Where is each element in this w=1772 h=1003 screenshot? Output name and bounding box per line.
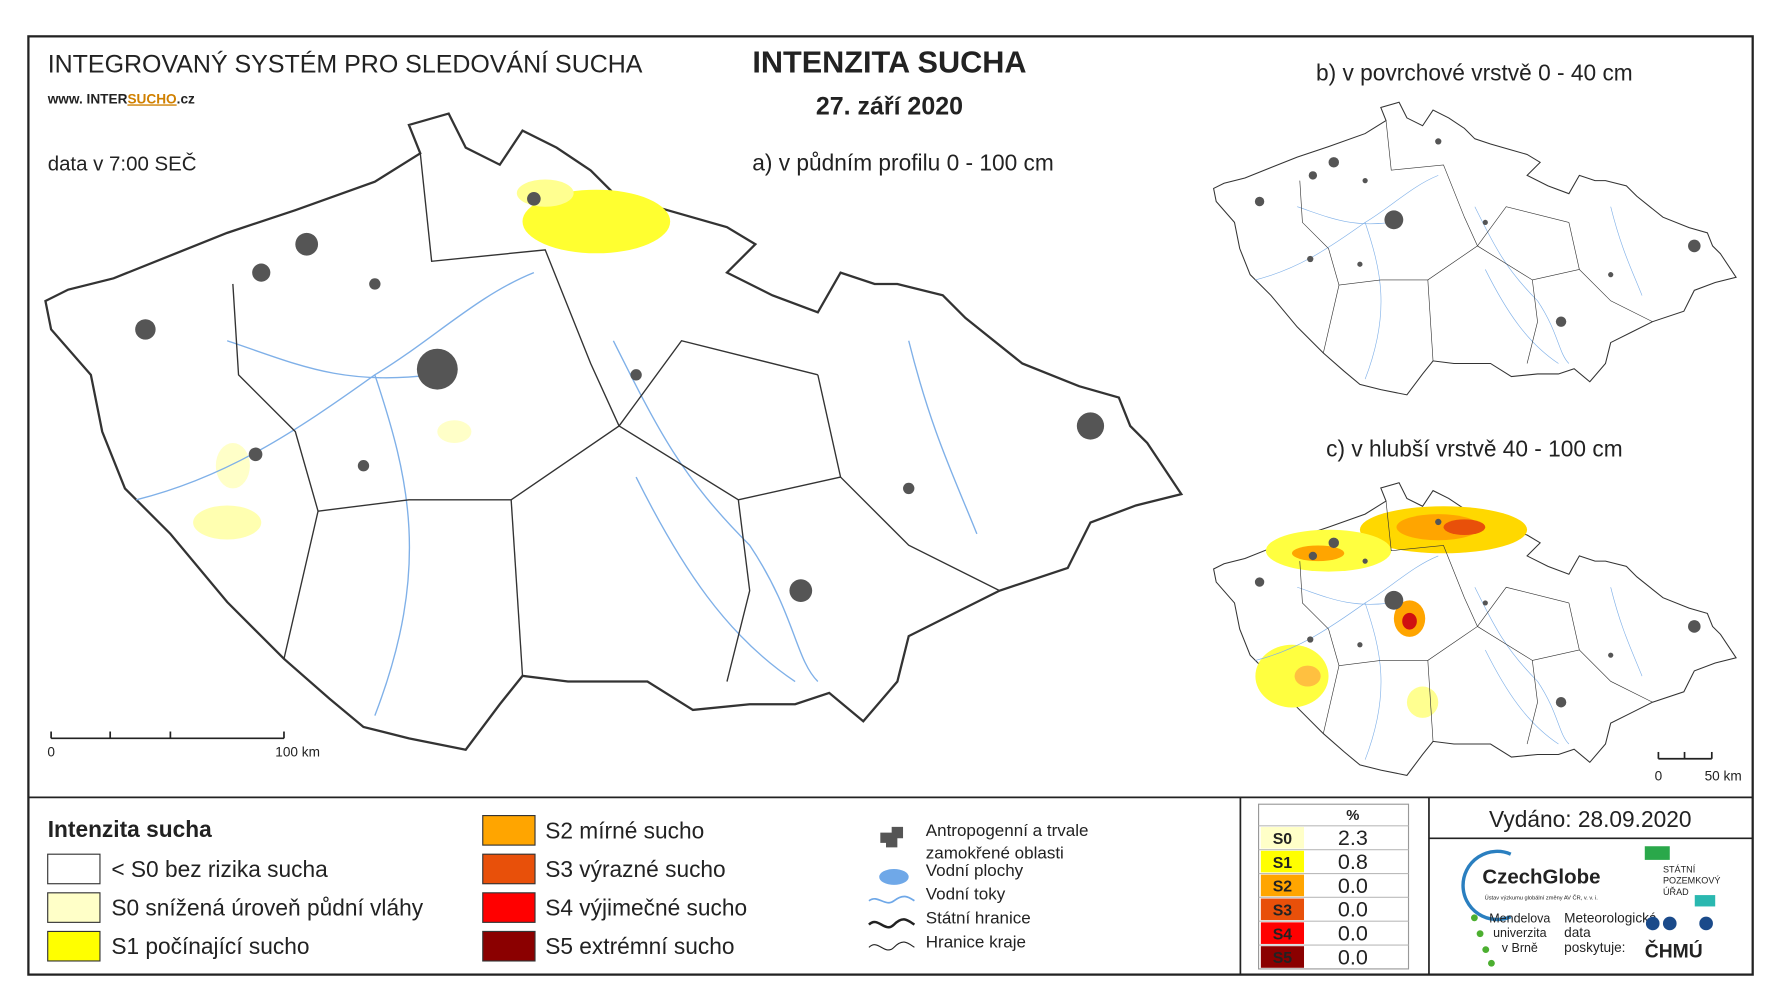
legend-label: S5 extrémní sucho [545,933,734,959]
legend-swatch [482,815,536,846]
scale-bar [50,731,1713,760]
class-label: S1 [1273,855,1293,872]
percent-value: 0.0 [1338,897,1368,922]
legend-title: Intenzita sucha [48,816,212,842]
legend-label: S3 výrazné sucho [545,856,725,882]
logo-mark [1644,846,1670,860]
main-title: INTENZITA SUCHA [752,46,1026,80]
legend-swatch [47,853,101,885]
map-label: b) v povrchové vrstvě 0 - 40 cm [1316,60,1633,86]
symbol-label: zamokřené oblasti [926,844,1064,863]
percent-value: 0.8 [1338,849,1368,874]
symbol-label: Vodní toky [926,885,1006,904]
scale-label: 0 [47,745,55,760]
class-cell [1260,874,1305,897]
legend-label: S2 mírné sucho [545,817,704,843]
logo-text: univerzita [1493,926,1546,940]
class-label: S5 [1273,950,1293,967]
percent-value: 0.0 [1338,921,1368,946]
class-label: S3 [1273,903,1293,920]
url-part: .cz [177,91,195,106]
logo-chmu: ČHMÚ [1645,939,1703,963]
class-cell [1260,922,1305,944]
logo-text: Mendelova [1489,911,1550,925]
logo-text: data [1564,925,1591,940]
legend-label: S1 počínající sucho [111,933,309,959]
map-label: c) v hlubší vrstvě 40 - 100 cm [1326,436,1623,462]
class-label: S2 [1273,879,1293,896]
percent-value: 0.0 [1338,873,1368,898]
logo-mark [1645,916,1713,931]
logo-text: v Brně [1502,941,1538,955]
logo-mark [1694,895,1716,907]
percent-value: 0.0 [1338,944,1368,969]
legend-swatch [482,930,536,962]
map-label: a) v půdním profilu 0 - 100 cm [752,149,1054,175]
class-cell [1260,898,1305,921]
url: www. INTERSUCHO.cz [47,91,195,106]
legend: < S0 bez rizika sucha S0 snížená úroveň p… [47,815,747,962]
scale-label: 50 km [1705,768,1742,783]
url-part: www. INTER [47,91,128,106]
legend-swatch [47,892,101,923]
table-border [1258,803,1410,970]
logo-text: ÚŘAD [1663,887,1689,897]
symbol-label: Hranice kraje [926,932,1026,951]
symbol-label: Státní hranice [926,908,1031,927]
map-c [1213,482,1737,776]
legend-label: S0 snížená úroveň půdní vláhy [111,895,423,921]
symbol-label: Vodní plochy [926,861,1024,880]
map-a [44,112,1183,751]
symbol-label: Antropogenní a trvale [926,821,1089,840]
legend-label: S4 výjimečné sucho [545,895,747,921]
logo-dots [1470,914,1495,967]
logo-mark [1461,849,1512,922]
table: % S0 2.3 S1 0.8 S2 0.0 S3 0.0 S4 0.0 S5 0.0 [1258,803,1410,970]
logo-text: Meteorologická [1564,910,1657,925]
logo-czechglobe: CzechGlobe [1482,866,1600,889]
logo-text: POZEMKOVÝ [1663,876,1721,886]
class-label: S0 [1273,831,1293,848]
table-header: % [1346,808,1359,824]
data-time: data v 7:00 SEČ [48,152,197,175]
class-cell [1260,826,1305,849]
date: 27. září 2020 [816,93,963,121]
percent-value: 2.3 [1338,825,1368,850]
issued: Vydáno: 28.09.2020 [1489,806,1691,832]
legend-swatch [47,930,101,962]
symbol-icons [868,826,916,951]
system-name: INTEGROVANÝ SYSTÉM PRO SLEDOVÁNÍ SUCHA [48,50,643,79]
class-label: S4 [1273,926,1293,943]
url-part: SUCHO [127,91,177,106]
logo-text: poskytuje: [1564,940,1625,955]
logo-subtitle: Ústav výzkumu globální změny AV ČR, v. v… [1485,895,1599,902]
class-cell [1260,850,1305,873]
scale-label: 0 [1655,768,1663,783]
logo-text: STÁTNÍ [1663,864,1696,874]
scale-label: 100 km [275,745,320,760]
class-cell [1260,946,1305,968]
legend-swatch [482,892,536,923]
legend-label: < S0 bez rizika sucha [111,856,328,882]
legend-swatch [482,853,536,885]
